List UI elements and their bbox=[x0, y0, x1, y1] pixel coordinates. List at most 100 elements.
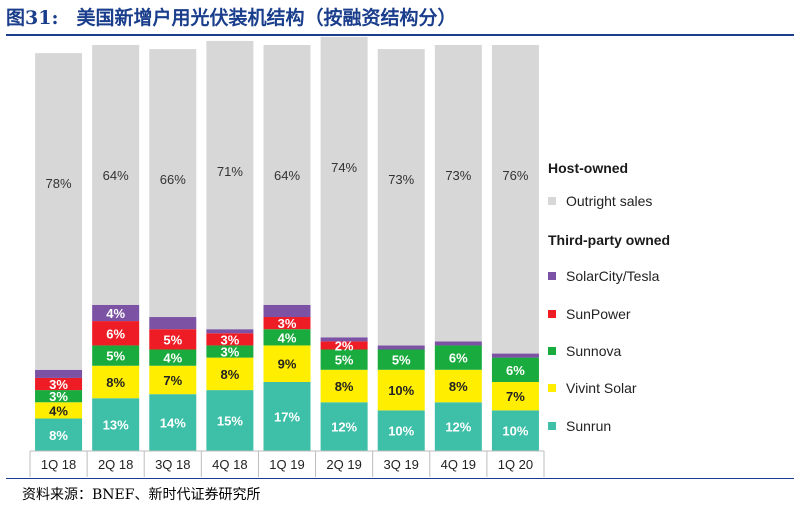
legend-swatch-vivint-solar bbox=[548, 384, 556, 393]
legend-item-outright-sales: Outright sales bbox=[548, 193, 652, 211]
data-label-outright-sales-2q-18: 64% bbox=[103, 168, 129, 183]
bar-sunpower-3q-18 bbox=[149, 329, 197, 350]
bar-sunnova-1q-20 bbox=[491, 357, 539, 382]
data-label-vivint-solar-2q-19: 8% bbox=[335, 379, 354, 394]
data-label-outright-sales-1q-20: 76% bbox=[502, 168, 528, 183]
x-tick-label-2q-19: 2Q 19 bbox=[326, 457, 361, 472]
legend-label-solarcity-tesla: SolarCity/Tesla bbox=[566, 268, 660, 284]
bar-sunpower-4q-18 bbox=[206, 333, 254, 346]
data-label-sunrun-1q-18: 8% bbox=[49, 428, 68, 443]
data-label-outright-sales-1q-18: 78% bbox=[46, 176, 72, 191]
bar-sunrun-3q-19 bbox=[377, 410, 425, 451]
legend-heading-third-party-owned: Third-party owned bbox=[548, 232, 671, 248]
bar-vivint-solar-3q-19 bbox=[377, 369, 425, 411]
legend-item-sunrun: Sunrun bbox=[548, 418, 611, 436]
x-tick-label-3q-18: 3Q 18 bbox=[155, 457, 190, 472]
x-tick-label-4q-18: 4Q 18 bbox=[212, 457, 247, 472]
data-label-vivint-solar-4q-18: 8% bbox=[220, 367, 239, 382]
bar-sunrun-1q-18 bbox=[35, 418, 83, 451]
data-label-sunrun-3q-18: 14% bbox=[160, 416, 186, 431]
data-label-sunrun-4q-19: 12% bbox=[445, 420, 471, 435]
legend-swatch-sunnova bbox=[548, 347, 556, 356]
title-rule bbox=[6, 34, 794, 36]
data-label-vivint-solar-1q-18: 4% bbox=[49, 403, 68, 418]
bar-outright-sales-3q-19 bbox=[377, 49, 425, 346]
data-label-sunnova-3q-18: 4% bbox=[163, 351, 182, 366]
bar-vivint-solar-1q-20 bbox=[491, 381, 539, 411]
bar-solarcity-tesla-1q-18 bbox=[35, 369, 83, 378]
bar-sunnova-2q-19 bbox=[320, 349, 368, 370]
legend-label-sunpower: SunPower bbox=[566, 306, 631, 322]
legend-swatch-solarcity-tesla bbox=[548, 272, 556, 281]
bar-outright-sales-4q-18 bbox=[206, 40, 254, 330]
data-label-sunnova-3q-19: 5% bbox=[392, 353, 411, 368]
data-label-vivint-solar-4q-19: 8% bbox=[449, 379, 468, 394]
x-tick-label-4q-19: 4Q 19 bbox=[441, 457, 476, 472]
bar-sunnova-4q-19 bbox=[434, 345, 482, 370]
bar-sunrun-1q-19 bbox=[263, 381, 311, 451]
legend-label-outright-sales: Outright sales bbox=[566, 193, 653, 209]
data-label-vivint-solar-2q-18: 8% bbox=[106, 375, 125, 390]
bar-sunnova-2q-18 bbox=[92, 345, 140, 366]
bar-sunnova-1q-18 bbox=[35, 390, 83, 403]
data-label-sunnova-1q-20: 6% bbox=[506, 363, 525, 378]
x-tick-label-2q-18: 2Q 18 bbox=[98, 457, 133, 472]
bar-vivint-solar-1q-18 bbox=[35, 402, 83, 419]
data-label-solarcity-tesla-2q-18: 4% bbox=[106, 306, 125, 321]
data-label-sunnova-2q-19: 5% bbox=[335, 353, 354, 368]
bar-solarcity-tesla-1q-19 bbox=[263, 304, 311, 318]
legend-label-sunnova: Sunnova bbox=[566, 343, 622, 359]
data-label-sunrun-4q-18: 15% bbox=[217, 414, 243, 429]
data-label-vivint-solar-3q-18: 7% bbox=[163, 373, 182, 388]
footer-rule bbox=[6, 478, 794, 479]
data-label-vivint-solar-3q-19: 10% bbox=[388, 383, 414, 398]
bar-solarcity-tesla-3q-19 bbox=[377, 345, 425, 350]
data-label-sunrun-1q-19: 17% bbox=[274, 409, 300, 424]
data-label-sunrun-3q-19: 10% bbox=[388, 424, 414, 439]
bar-solarcity-tesla-4q-19 bbox=[434, 341, 482, 346]
bar-sunpower-2q-18 bbox=[92, 321, 140, 346]
legend-item-vivint-solar: Vivint Solar bbox=[548, 380, 637, 398]
data-label-sunpower-2q-19: 2% bbox=[335, 338, 354, 353]
data-label-sunpower-3q-18: 5% bbox=[163, 332, 182, 347]
data-label-sunnova-1q-19: 4% bbox=[278, 330, 297, 345]
bar-outright-sales-4q-19 bbox=[434, 45, 482, 342]
chart-legend: Host-owned Outright sales Third-party ow… bbox=[548, 160, 788, 450]
data-label-sunrun-2q-19: 12% bbox=[331, 420, 357, 435]
bar-vivint-solar-4q-19 bbox=[434, 369, 482, 403]
data-label-sunrun-1q-20: 10% bbox=[502, 424, 528, 439]
data-label-sunpower-2q-18: 6% bbox=[106, 326, 125, 341]
bar-sunrun-4q-19 bbox=[434, 402, 482, 451]
bar-sunnova-1q-19 bbox=[263, 329, 311, 346]
data-label-sunpower-1q-19: 3% bbox=[278, 316, 297, 331]
x-tick-label-1q-20: 1Q 20 bbox=[498, 457, 533, 472]
bar-outright-sales-1q-18 bbox=[35, 53, 83, 370]
bar-solarcity-tesla-4q-18 bbox=[206, 329, 254, 334]
data-label-outright-sales-3q-19: 73% bbox=[388, 172, 414, 187]
bar-sunpower-1q-19 bbox=[263, 317, 311, 330]
data-label-outright-sales-4q-18: 71% bbox=[217, 164, 243, 179]
bar-sunrun-3q-18 bbox=[149, 394, 197, 451]
figure-number: 图31: bbox=[6, 7, 59, 29]
bar-solarcity-tesla-1q-20 bbox=[491, 353, 539, 358]
figure-title: 图31: 美国新增户用光伏装机结构（按融资结构分） bbox=[6, 4, 786, 32]
legend-item-solarcity-tesla: SolarCity/Tesla bbox=[548, 268, 659, 286]
data-label-outright-sales-2q-19: 74% bbox=[331, 160, 357, 175]
bar-outright-sales-3q-18 bbox=[149, 49, 197, 318]
bar-sunpower-2q-19 bbox=[320, 341, 368, 350]
data-label-sunnova-4q-19: 6% bbox=[449, 351, 468, 366]
bar-sunnova-3q-19 bbox=[377, 349, 425, 370]
bar-sunrun-4q-18 bbox=[206, 390, 254, 451]
x-tick-label-1q-18: 1Q 18 bbox=[41, 457, 76, 472]
bar-vivint-solar-2q-19 bbox=[320, 369, 368, 403]
bar-vivint-solar-4q-18 bbox=[206, 357, 254, 391]
bar-sunrun-1q-20 bbox=[491, 410, 539, 451]
legend-item-sunnova: Sunnova bbox=[548, 343, 621, 361]
data-label-sunnova-4q-18: 3% bbox=[220, 345, 239, 360]
bar-sunrun-2q-19 bbox=[320, 402, 368, 451]
bar-outright-sales-1q-19 bbox=[263, 45, 311, 305]
x-tick-label-3q-19: 3Q 19 bbox=[384, 457, 419, 472]
data-label-vivint-solar-1q-20: 7% bbox=[506, 389, 525, 404]
x-tick-label-1q-19: 1Q 19 bbox=[269, 457, 304, 472]
